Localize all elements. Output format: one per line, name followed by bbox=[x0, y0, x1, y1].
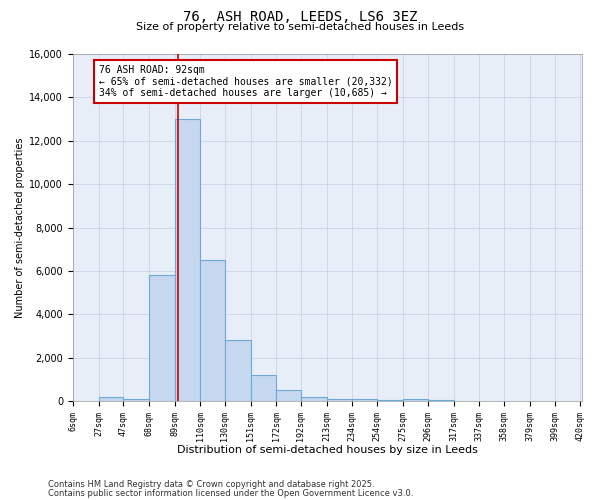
Bar bbox=[428, 400, 454, 401]
Bar bbox=[352, 399, 377, 401]
Bar bbox=[251, 375, 277, 401]
Text: 76, ASH ROAD, LEEDS, LS6 3EZ: 76, ASH ROAD, LEEDS, LS6 3EZ bbox=[183, 10, 417, 24]
Text: Size of property relative to semi-detached houses in Leeds: Size of property relative to semi-detach… bbox=[136, 22, 464, 32]
Text: Contains public sector information licensed under the Open Government Licence v3: Contains public sector information licen… bbox=[48, 488, 413, 498]
Bar bbox=[326, 399, 352, 401]
Bar bbox=[301, 397, 326, 401]
Bar bbox=[123, 399, 149, 401]
Bar bbox=[377, 400, 403, 401]
Bar bbox=[98, 397, 123, 401]
Bar bbox=[175, 119, 200, 401]
Y-axis label: Number of semi-detached properties: Number of semi-detached properties bbox=[15, 138, 25, 318]
Bar bbox=[225, 340, 251, 401]
Bar bbox=[277, 390, 301, 401]
X-axis label: Distribution of semi-detached houses by size in Leeds: Distribution of semi-detached houses by … bbox=[177, 445, 478, 455]
Bar bbox=[149, 276, 175, 401]
Bar bbox=[403, 399, 428, 401]
Text: 76 ASH ROAD: 92sqm
← 65% of semi-detached houses are smaller (20,332)
34% of sem: 76 ASH ROAD: 92sqm ← 65% of semi-detache… bbox=[98, 65, 392, 98]
Text: Contains HM Land Registry data © Crown copyright and database right 2025.: Contains HM Land Registry data © Crown c… bbox=[48, 480, 374, 489]
Bar bbox=[200, 260, 225, 401]
